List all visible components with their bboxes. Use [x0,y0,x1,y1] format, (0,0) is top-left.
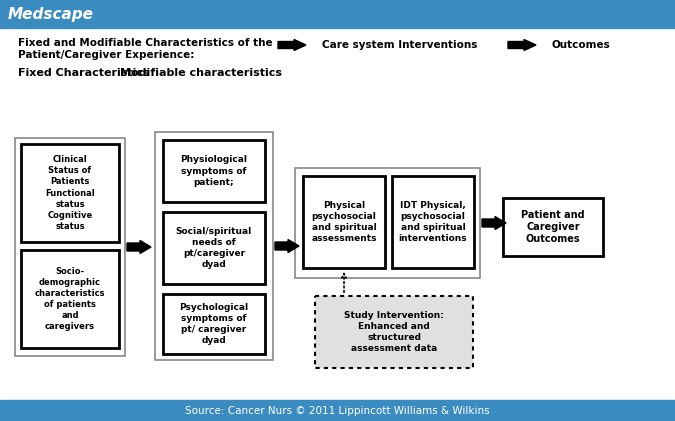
Text: Outcomes: Outcomes [552,40,611,50]
Text: Medscape: Medscape [8,6,94,21]
Bar [392,176,474,268]
FancyArrow shape [278,40,306,51]
Text: Fixed Characteristics: Fixed Characteristics [18,68,150,78]
Text: Care system Interventions: Care system Interventions [322,40,477,50]
FancyArrow shape [508,40,536,51]
Bar [163,140,265,202]
Bar [21,250,119,348]
Bar [15,138,125,356]
Text: Physiological
symptoms of
patient;: Physiological symptoms of patient; [180,155,248,187]
Text: Modifiable characteristics: Modifiable characteristics [120,68,282,78]
Bar [21,144,119,242]
FancyArrow shape [127,240,151,253]
FancyArrow shape [275,240,299,253]
Text: Patient/Caregiver Experience:: Patient/Caregiver Experience: [18,50,194,60]
Text: Clinical
Status of
Patients
Functional
status
Cognitive
status: Clinical Status of Patients Functional s… [45,155,95,231]
Bar [315,296,473,368]
Bar [303,176,385,268]
Text: Patient and
Caregiver
Outcomes: Patient and Caregiver Outcomes [521,210,585,245]
Text: Source: Cancer Nurs © 2011 Lippincott Williams & Wilkins: Source: Cancer Nurs © 2011 Lippincott Wi… [185,405,490,416]
Text: Fixed and Modifiable Characteristics of the: Fixed and Modifiable Characteristics of … [18,38,273,48]
Bar [163,294,265,354]
Bar [0,28,675,400]
Bar [315,296,473,368]
FancyArrow shape [482,216,506,229]
Bar [503,198,603,256]
Text: Study Intervention:
Enhanced and
structured
assessment data: Study Intervention: Enhanced and structu… [344,311,444,353]
Text: IDT Physical,
psychosocial
and spiritual
interventions: IDT Physical, psychosocial and spiritual… [399,201,467,243]
Text: Psychological
symptoms of
pt/ caregiver
dyad: Psychological symptoms of pt/ caregiver … [180,303,248,345]
Text: Socio-
demographic
characteristics
of patients
and
caregivers: Socio- demographic characteristics of pa… [34,267,105,331]
Bar [0,400,675,421]
Text: Physical
psychosocial
and spiritual
assessments: Physical psychosocial and spiritual asse… [311,201,377,243]
Bar [155,132,273,360]
Bar [295,168,480,278]
Bar [163,212,265,284]
Bar [0,0,675,28]
Text: Social/spiritual
needs of
pt/caregiver
dyad: Social/spiritual needs of pt/caregiver d… [176,227,252,269]
